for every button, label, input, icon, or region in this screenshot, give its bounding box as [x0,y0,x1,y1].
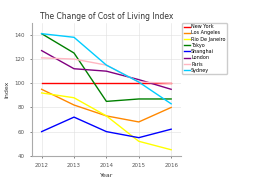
Shanghai [105,131,108,133]
Shanghai [169,128,173,130]
Rio De Janeiro [137,140,140,142]
London [169,88,173,90]
Rio De Janeiro [72,97,76,99]
Los Angeles [169,106,173,108]
New York [105,82,108,84]
Tokyo [72,52,76,54]
London [40,49,43,52]
X-axis label: Year: Year [100,173,113,178]
Paris [105,64,108,66]
Shanghai [40,131,43,133]
Tokyo [169,98,173,100]
London [105,70,108,72]
Line: Rio De Janeiro: Rio De Janeiro [42,93,171,150]
Sydney [40,32,43,35]
Los Angeles [137,121,140,123]
Shanghai [137,137,140,139]
Title: The Change of Cost of Living Index: The Change of Cost of Living Index [40,12,173,21]
Sydney [169,103,173,105]
Paris [40,57,43,59]
Legend: New York, Los Angeles, Rio De Janeiro, Tokyo, Shanghai, London, Paris, Sydney: New York, Los Angeles, Rio De Janeiro, T… [182,23,227,74]
Los Angeles [105,115,108,117]
New York [137,82,140,84]
Line: Paris: Paris [42,58,171,83]
Los Angeles [72,104,76,106]
Rio De Janeiro [105,115,108,117]
Paris [169,82,173,84]
Rio De Janeiro [169,149,173,151]
Rio De Janeiro [40,92,43,94]
Line: Shanghai: Shanghai [42,117,171,138]
Line: Sydney: Sydney [42,34,171,104]
London [72,68,76,70]
Line: London: London [42,51,171,89]
Paris [72,58,76,60]
Line: Los Angeles: Los Angeles [42,89,171,122]
Tokyo [40,32,43,35]
Tokyo [105,100,108,103]
London [137,78,140,81]
Shanghai [72,116,76,118]
New York [72,82,76,84]
Tokyo [137,98,140,100]
Line: Tokyo: Tokyo [42,34,171,101]
New York [169,82,173,84]
Paris [137,81,140,83]
Los Angeles [40,88,43,90]
Sydney [137,81,140,83]
Sydney [72,36,76,38]
Sydney [105,64,108,66]
New York [40,82,43,84]
Y-axis label: Index: Index [4,81,9,98]
